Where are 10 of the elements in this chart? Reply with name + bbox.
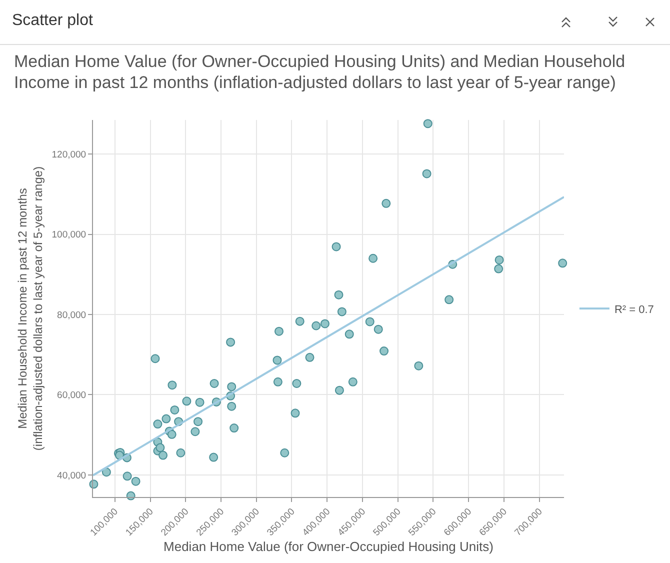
y-tick-label: 80,000 [57,310,86,321]
legend-label: R² = 0.7 [614,304,654,316]
y-tick-label: 60,000 [57,390,86,402]
text: Scatter plot [12,12,93,30]
x-axis-title: Median Home Value (for Owner-Occupied Housing Units) [164,539,494,554]
y-axis-title: Median Household Income in past 12 months (inflation-adjusted dollars to last year of 5-year range) [15,166,46,451]
y-tick-label: 40,000 [57,470,86,482]
y-tick-label: 100,000 [52,230,86,241]
chart-title: Median Home Value (for Owner-Occupied Housing Units) and Median Household Income in past 12 months (inflation-adjusted dollars to last year of 5-year range) [14,51,626,93]
y-tick-label: 120,000 [52,149,86,160]
